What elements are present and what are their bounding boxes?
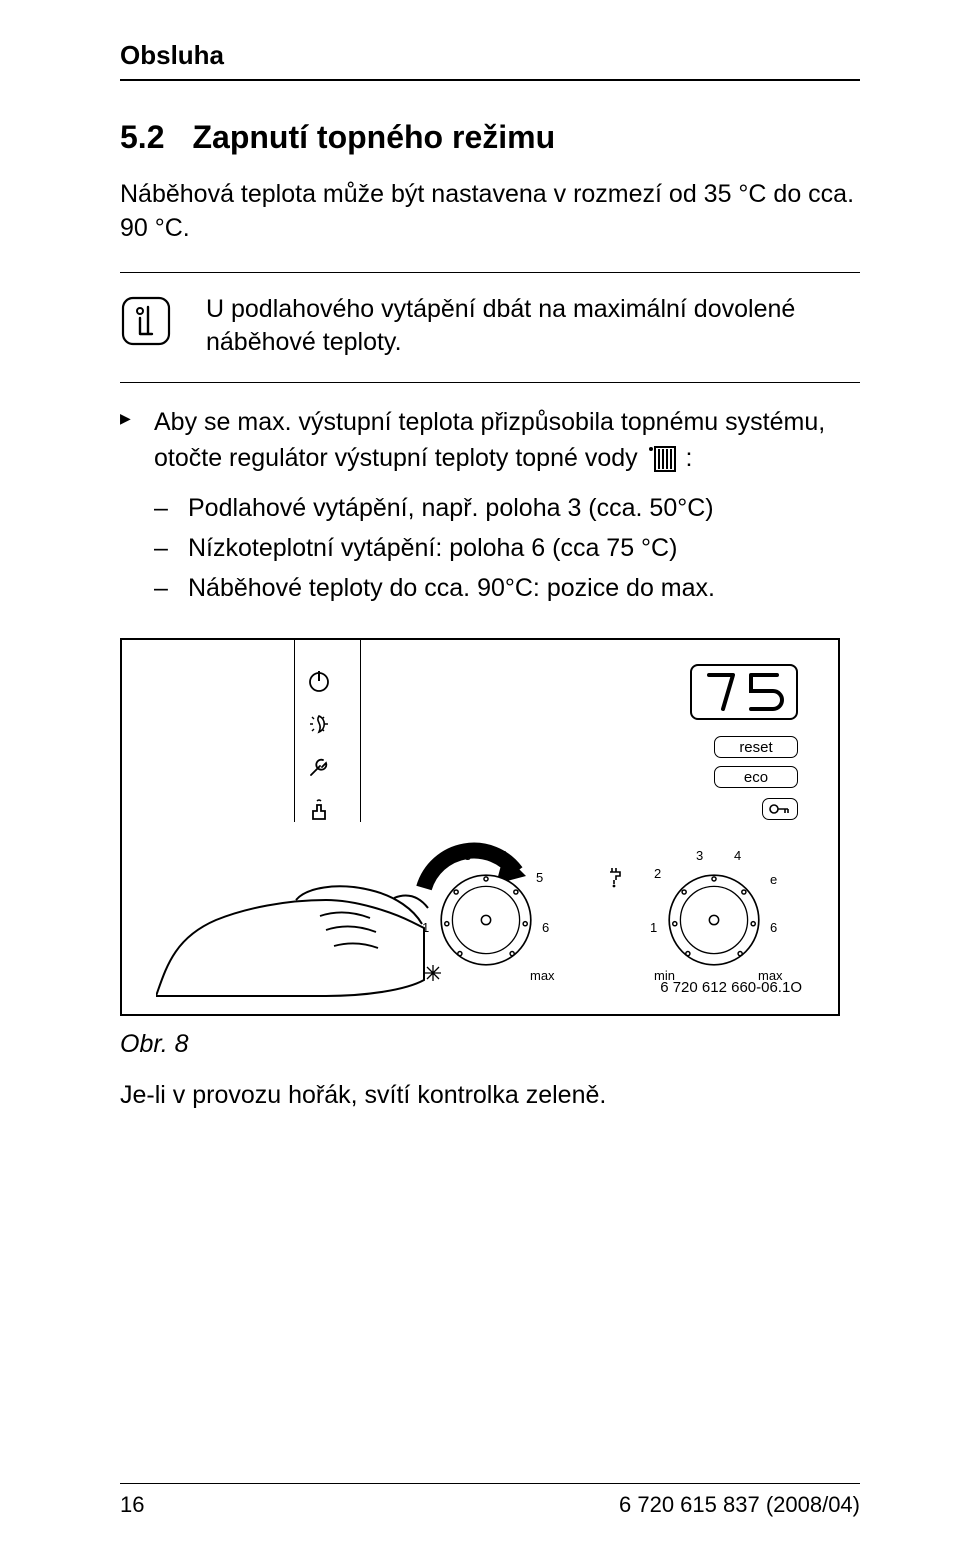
sub-instruction-item: Nízkoteplotní vytápění: poloha 6 (cca 75… [154,528,860,568]
snowflake-icon [424,964,442,987]
page-footer: 16 6 720 615 837 (2008/04) [120,1483,860,1518]
dial-label: 5 [536,870,543,885]
sub-instruction-list: Podlahové vytápění, např. poloha 3 (cca.… [154,488,860,608]
dial-label: 3 [464,848,471,863]
radiator-icon [647,446,677,483]
status-icon-stack [306,668,332,828]
info-text: U podlahového vytápění dbát na maximální… [206,293,860,361]
power-icon [306,668,332,699]
dial-label: 4 [500,848,507,863]
page-number: 16 [120,1492,144,1518]
heading-number: 5.2 [120,119,164,156]
sub-instruction-item: Podlahové vytápění, např. poloha 3 (cca.… [154,488,860,528]
tap-icon [606,866,628,893]
dial-label: 1 [650,920,657,935]
figure-caption: Obr. 8 [120,1030,860,1059]
heating-dial[interactable]: 3 4 5 1 6 max [430,864,542,976]
lead-paragraph: Náběhová teplota může být nastavena v ro… [120,178,860,246]
dial-label: 1 [422,920,429,935]
instruction-text-pre: Aby se max. výstupní teplota přizpůsobil… [154,408,825,472]
doc-reference: 6 720 615 837 (2008/04) [619,1492,860,1518]
dial-label: 6 [542,920,549,935]
dial-label-max: max [530,968,555,983]
key-button[interactable] [762,798,798,820]
temperature-display: 75 [690,664,798,720]
eco-button[interactable]: eco [714,766,798,788]
heading-2: 5.2 Zapnutí topného režimu [120,119,860,156]
figure-doc-id: 6 720 612 660-06.1O [660,979,802,996]
instruction-list: Aby se max. výstupní teplota přizpůsobil… [120,405,860,608]
chimney-icon [306,797,332,828]
dial-label: 2 [654,866,661,881]
divider [120,382,860,383]
info-icon [120,293,172,352]
panel-divider [294,640,295,822]
dial-label: 6 [770,920,777,935]
panel-divider [360,640,361,822]
sub-instruction-item: Náběhové teploty do cca. 90°C: pozice do… [154,568,860,608]
dial-label: e [770,872,777,887]
reset-button[interactable]: reset [714,736,798,758]
section-header: Obsluha [120,40,860,81]
figure: 75 reset eco [120,638,840,1016]
heading-title: Zapnutí topného režimu [192,119,555,155]
flame-icon [306,711,332,742]
wrench-icon [306,754,332,785]
info-callout: U podlahového vytápění dbát na maximální… [120,273,860,383]
instruction-text-post: : [679,444,693,472]
dhw-dial[interactable]: 2 3 4 e 1 6 min max [658,864,770,976]
dial-label: 4 [734,848,741,863]
closing-paragraph: Je-li v provozu hořák, svítí kontrolka z… [120,1081,860,1110]
dial-label: 3 [696,848,703,863]
instruction-item: Aby se max. výstupní teplota přizpůsobil… [120,405,860,608]
